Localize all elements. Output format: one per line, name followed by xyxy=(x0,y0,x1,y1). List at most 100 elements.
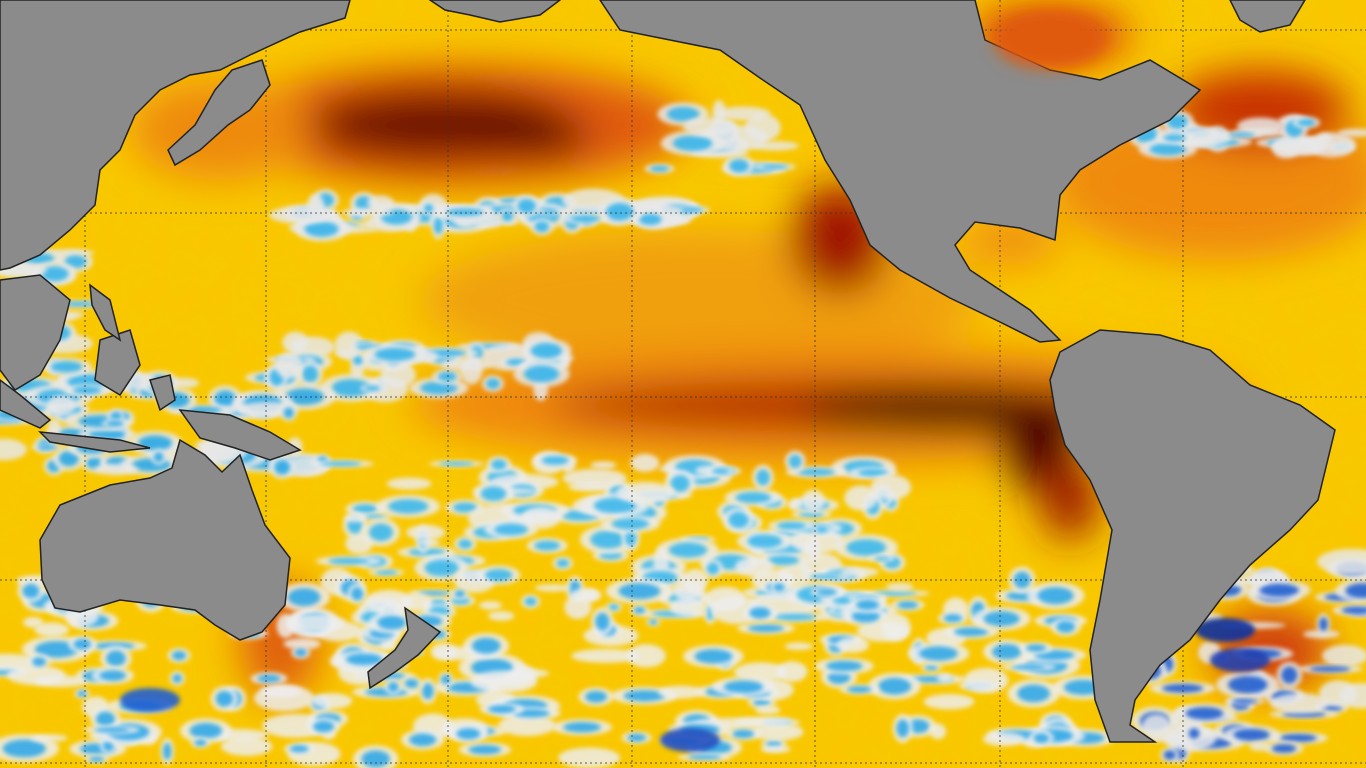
cool-patch xyxy=(734,716,793,726)
cool-patch xyxy=(936,673,953,683)
cool-patch xyxy=(982,732,1025,747)
cool-patch xyxy=(189,722,223,739)
cool-patch xyxy=(1237,117,1284,135)
cool-patch xyxy=(801,489,826,512)
cool-patch xyxy=(34,622,70,637)
cool-patch xyxy=(919,646,958,661)
cool-patch xyxy=(440,674,451,685)
cool-patch xyxy=(1162,683,1204,693)
cool-patch xyxy=(520,511,555,524)
cool-patch xyxy=(480,486,507,502)
cool-patch xyxy=(312,720,335,733)
cool-patch xyxy=(650,165,669,172)
cool-patch xyxy=(34,641,79,658)
cool-patch xyxy=(836,636,870,654)
cool-patch xyxy=(94,463,139,476)
cool-anomalies xyxy=(0,99,1366,768)
cool-patch xyxy=(430,642,458,661)
cool-patch xyxy=(870,474,912,501)
cool-patch xyxy=(120,688,180,712)
cool-patch xyxy=(311,693,353,709)
cool-patch xyxy=(1307,132,1356,158)
cool-patch xyxy=(562,468,627,488)
cool-patch xyxy=(355,196,373,211)
cool-patch xyxy=(1011,664,1046,670)
cool-patch xyxy=(380,640,397,651)
cool-patch xyxy=(687,754,722,760)
cool-patch xyxy=(523,365,560,383)
cool-patch xyxy=(1322,644,1366,667)
cool-patch xyxy=(670,474,690,492)
cool-patch xyxy=(88,756,105,762)
cool-patch xyxy=(1037,587,1074,605)
cool-patch xyxy=(624,529,637,547)
cool-patch xyxy=(627,733,647,742)
cool-patch xyxy=(99,670,126,682)
cool-patch xyxy=(1232,699,1258,704)
cool-patch xyxy=(320,461,362,467)
cool-patch xyxy=(171,650,187,661)
cool-patch xyxy=(62,311,85,319)
cool-patch xyxy=(1345,583,1366,599)
borneo xyxy=(94,329,141,397)
cool-patch xyxy=(929,723,947,740)
cool-patch xyxy=(517,198,536,214)
cool-patch xyxy=(680,207,704,213)
cool-patch xyxy=(773,613,816,621)
cool-patch xyxy=(1309,666,1351,672)
cool-patch xyxy=(593,497,637,514)
cool-patch xyxy=(784,642,813,651)
cool-patch xyxy=(369,523,393,542)
cool-patch xyxy=(755,705,781,715)
cool-patch xyxy=(668,542,708,558)
cool-patch xyxy=(417,538,440,547)
cool-patch xyxy=(844,485,878,511)
cool-patch xyxy=(37,444,58,450)
cool-patch xyxy=(524,597,537,606)
cool-patch xyxy=(1319,617,1328,632)
cool-patch xyxy=(422,683,434,700)
cool-patch xyxy=(1341,606,1366,615)
cool-patch xyxy=(728,512,749,528)
cool-patch xyxy=(94,727,130,733)
cool-patch xyxy=(789,498,804,509)
cool-patch xyxy=(885,582,914,591)
cool-patch xyxy=(840,567,879,577)
cool-patch xyxy=(732,729,755,739)
cool-patch xyxy=(375,569,398,575)
cool-patch xyxy=(468,745,502,755)
cool-patch xyxy=(274,459,291,475)
cool-patch xyxy=(352,504,378,514)
cool-patch xyxy=(571,648,642,663)
cool-patch xyxy=(417,590,450,596)
cool-patch xyxy=(816,589,838,596)
greenland xyxy=(1229,0,1306,33)
cool-patch xyxy=(809,574,842,579)
cool-patch xyxy=(283,407,294,419)
cool-patch xyxy=(855,599,880,610)
cool-patch xyxy=(570,588,602,603)
cool-patch xyxy=(424,559,459,577)
cool-patch xyxy=(73,638,92,650)
cool-patch xyxy=(773,583,785,592)
cool-patch xyxy=(1270,693,1330,714)
cool-patch xyxy=(896,719,910,738)
cool-patch xyxy=(633,606,646,614)
cool-patch xyxy=(606,203,634,221)
kamchatka xyxy=(428,0,562,23)
sulawesi xyxy=(149,374,176,412)
cool-patch xyxy=(283,638,321,650)
cool-patch xyxy=(788,454,802,469)
cool-patch xyxy=(361,750,390,768)
cool-patch xyxy=(408,548,446,556)
cool-patch xyxy=(760,745,791,753)
cool-patch xyxy=(1033,733,1050,743)
cool-patch xyxy=(485,569,513,582)
cool-patch xyxy=(747,534,783,548)
cool-patch xyxy=(1149,143,1187,156)
cool-patch xyxy=(257,674,281,683)
cool-patch xyxy=(750,141,799,151)
cool-patch xyxy=(558,747,621,768)
cool-patch xyxy=(805,535,821,562)
cool-patch xyxy=(825,660,863,672)
